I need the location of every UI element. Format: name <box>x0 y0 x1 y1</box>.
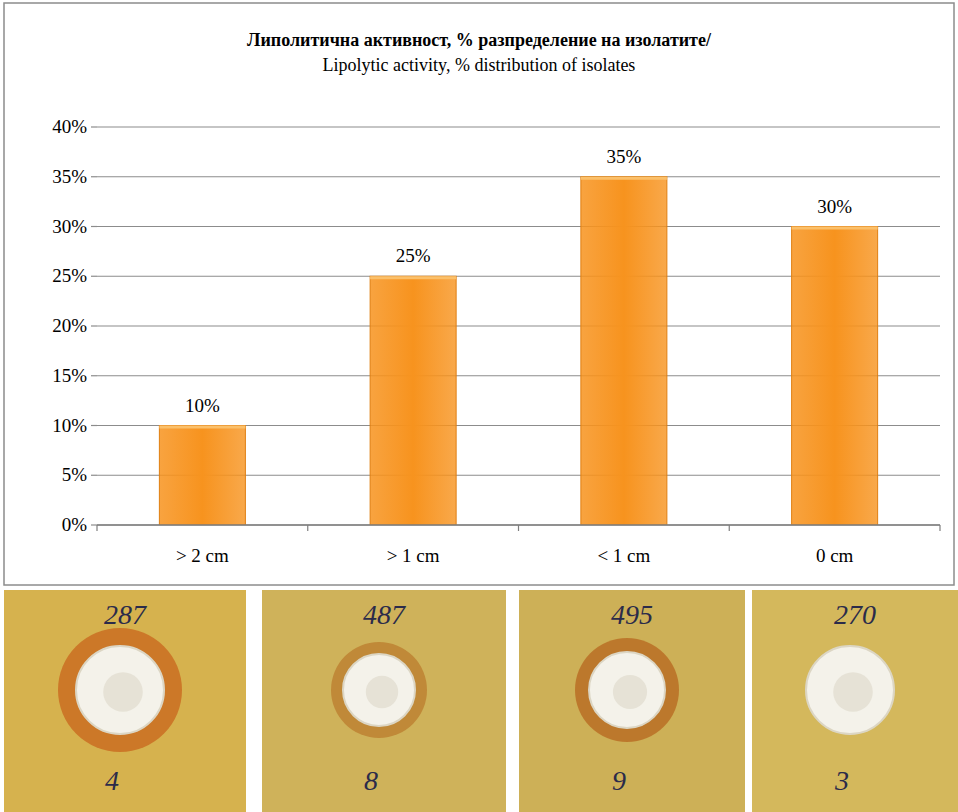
x-tick-label: > 2 cm <box>176 545 229 566</box>
data-label: 10% <box>185 395 220 416</box>
grid-line <box>97 126 940 127</box>
y-tick-label: 25% <box>52 265 87 286</box>
grid-line <box>97 176 940 177</box>
y-tick <box>91 524 97 525</box>
bar-top-highlight <box>159 426 245 429</box>
y-tick-label: 5% <box>62 464 88 485</box>
bar-top-highlight <box>792 227 878 230</box>
lipolysis-halo <box>575 638 679 742</box>
colony-center <box>613 675 647 709</box>
photo-label-top: 287 <box>104 599 147 630</box>
x-tick-label: < 1 cm <box>597 545 650 566</box>
y-tick-label: 30% <box>52 216 87 237</box>
x-tick <box>518 525 519 531</box>
photo: 287 4 <box>4 590 246 812</box>
bar <box>581 177 667 525</box>
y-tick-label: 10% <box>52 415 87 436</box>
photo-label-bottom: 8 <box>364 765 378 796</box>
bar-top-highlight <box>581 177 667 180</box>
lipolysis-halo <box>58 628 182 752</box>
y-tick-label: 20% <box>52 315 87 336</box>
photo-label-top: 270 <box>834 599 876 630</box>
photo-background <box>262 590 506 812</box>
photo: 495 9 <box>519 590 745 812</box>
y-tick <box>91 226 97 227</box>
photo: 487 8 <box>262 590 506 812</box>
x-tick-label: 0 cm <box>816 545 854 566</box>
photo-label-bottom: 3 <box>834 765 849 796</box>
x-tick <box>96 525 97 531</box>
photo-background <box>4 590 246 812</box>
bar <box>159 426 245 526</box>
photo-label-bottom: 4 <box>105 765 119 796</box>
colony <box>806 646 894 734</box>
y-tick-label: 40% <box>52 116 87 137</box>
colony-center <box>366 676 398 708</box>
photo-background <box>519 590 745 812</box>
colony <box>343 654 415 726</box>
y-tick-label: 0% <box>62 514 88 535</box>
x-tick <box>729 525 730 531</box>
y-tick-label: 35% <box>52 166 87 187</box>
data-label: 25% <box>396 245 431 266</box>
y-tick <box>91 176 97 177</box>
colony-center <box>103 672 143 712</box>
colony-center <box>833 672 873 712</box>
bar <box>370 276 456 525</box>
y-tick-label: 15% <box>52 365 87 386</box>
chart-subtitle: Lipolytic activity, % distribution of is… <box>323 55 636 75</box>
y-tick <box>91 126 97 127</box>
y-tick <box>91 425 97 426</box>
x-tick <box>939 525 940 531</box>
x-tick-label: > 1 cm <box>387 545 440 566</box>
photo-background <box>752 590 958 812</box>
chart-frame <box>4 3 954 585</box>
data-label: 30% <box>817 196 852 217</box>
data-label: 35% <box>606 146 641 167</box>
photo: 270 3 <box>752 590 958 812</box>
colony <box>76 646 164 734</box>
photo-label-top: 487 <box>363 599 406 630</box>
y-tick <box>91 475 97 476</box>
chart-title: Липолитична активност, % разпределение н… <box>247 30 712 50</box>
photo-label-bottom: 9 <box>612 765 626 796</box>
y-tick <box>91 325 97 326</box>
colony <box>589 652 665 728</box>
bars <box>159 177 877 525</box>
bar <box>792 227 878 526</box>
y-tick <box>91 375 97 376</box>
lipolysis-halo <box>331 642 427 738</box>
photo-label-top: 495 <box>611 599 653 630</box>
y-tick <box>91 276 97 277</box>
x-tick <box>307 525 308 531</box>
bar-top-highlight <box>370 276 456 279</box>
